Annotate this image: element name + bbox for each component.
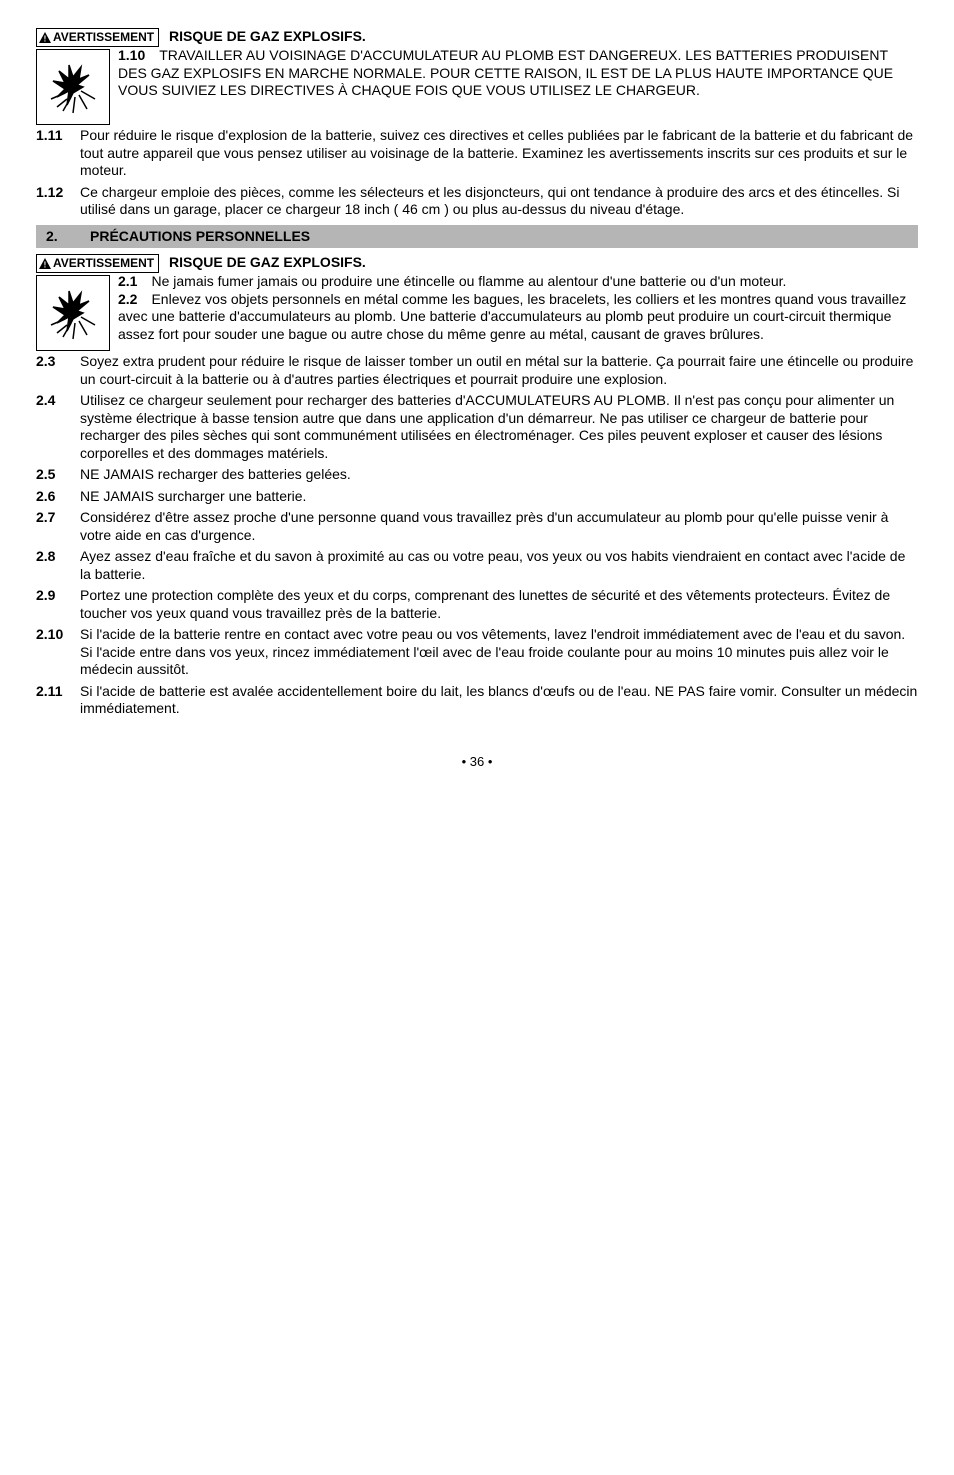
item-1-12-num: 1.12 (36, 184, 80, 202)
section-2-title: PRÉCAUTIONS PERSONNELLES (90, 228, 310, 246)
item-2-8-text: Ayez assez d'eau fraîche et du savon à p… (80, 548, 918, 583)
item-1-12-text: Ce chargeur emploie des pièces, comme le… (80, 184, 918, 219)
item-2-5: 2.5NE JAMAIS recharger des batteries gel… (36, 466, 918, 484)
item-2-10-num: 2.10 (36, 626, 80, 644)
item-2-11-text: Si l'acide de batterie est avalée accide… (80, 683, 918, 718)
block2-title: RISQUE DE GAZ EXPLOSIFS. (169, 254, 366, 270)
p2-1-num: 2.1 (118, 273, 137, 289)
item-2-3: 2.3Soyez extra prudent pour réduire le r… (36, 353, 918, 388)
avertissement-label-box: ! AVERTISSEMENT (36, 28, 159, 47)
p1-10-num: 1.10 (118, 47, 145, 63)
avertissement-label-2: AVERTISSEMENT (53, 256, 154, 271)
item-2-7: 2.7Considérez d'être assez proche d'une … (36, 509, 918, 544)
item-2-7-text: Considérez d'être assez proche d'une per… (80, 509, 918, 544)
item-2-4-num: 2.4 (36, 392, 80, 410)
item-2-7-num: 2.7 (36, 509, 80, 527)
item-2-6: 2.6NE JAMAIS surcharger une batterie. (36, 488, 918, 506)
item-2-4: 2.4Utilisez ce chargeur seulement pour r… (36, 392, 918, 462)
item-1-11: 1.11 Pour réduire le risque d'explosion … (36, 127, 918, 180)
item-2-8: 2.8Ayez assez d'eau fraîche et du savon … (36, 548, 918, 583)
item-2-9-num: 2.9 (36, 587, 80, 605)
item-2-3-num: 2.3 (36, 353, 80, 371)
item-2-3-text: Soyez extra prudent pour réduire le risq… (80, 353, 918, 388)
svg-text:!: ! (44, 261, 47, 270)
item-2-6-num: 2.6 (36, 488, 80, 506)
block2-body: 2.1 Ne jamais fumer jamais ou produire un… (118, 273, 918, 343)
p1-10-text: TRAVAILLER AU VOISINAGE D'ACCUMULATEUR A… (118, 47, 893, 98)
item-1-11-text: Pour réduire le risque d'explosion de la… (80, 127, 918, 180)
item-2-5-text: NE JAMAIS recharger des batteries gelées… (80, 466, 918, 484)
avertissement-label-box-2: ! AVERTISSEMENT (36, 254, 159, 273)
explosion-icon-box-2 (36, 275, 110, 351)
item-2-5-num: 2.5 (36, 466, 80, 484)
item-2-10: 2.10Si l'acide de la batterie rentre en … (36, 626, 918, 679)
section-2-heading: 2. PRÉCAUTIONS PERSONNELLES (36, 225, 918, 249)
item-2-8-num: 2.8 (36, 548, 80, 566)
item-2-4-text: Utilisez ce chargeur seulement pour rech… (80, 392, 918, 462)
warning-triangle-icon: ! (39, 258, 51, 269)
explosion-icon (43, 283, 103, 343)
item-2-11: 2.11Si l'acide de batterie est avalée ac… (36, 683, 918, 718)
block1-body: 1.10TRAVAILLER AU VOISINAGE D'ACCUMULATE… (118, 47, 918, 100)
p2-2-text: Enlevez vos objets personnels en métal c… (118, 291, 906, 342)
item-2-9: 2.9Portez une protection complète des ye… (36, 587, 918, 622)
item-2-6-text: NE JAMAIS surcharger une batterie. (80, 488, 918, 506)
p2-2-num: 2.2 (118, 291, 137, 307)
section-2-num: 2. (46, 228, 90, 246)
warning-block-1: ! AVERTISSEMENT RISQUE DE GAZ EXPLOSIFS.… (36, 28, 918, 100)
svg-text:!: ! (44, 35, 47, 44)
avertissement-label: AVERTISSEMENT (53, 30, 154, 45)
warning-triangle-icon: ! (39, 32, 51, 43)
page-number: • 36 • (36, 754, 918, 770)
item-1-12: 1.12 Ce chargeur emploie des pièces, com… (36, 184, 918, 219)
block1-title: RISQUE DE GAZ EXPLOSIFS. (169, 28, 366, 44)
item-1-11-num: 1.11 (36, 127, 80, 145)
p2-1-text: Ne jamais fumer jamais ou produire une é… (151, 273, 786, 289)
item-2-9-text: Portez une protection complète des yeux … (80, 587, 918, 622)
explosion-icon (43, 57, 103, 117)
warning-block-2: ! AVERTISSEMENT RISQUE DE GAZ EXPLOSIFS.… (36, 254, 918, 343)
explosion-icon-box (36, 49, 110, 125)
item-2-10-text: Si l'acide de la batterie rentre en cont… (80, 626, 918, 679)
item-2-11-num: 2.11 (36, 683, 80, 701)
